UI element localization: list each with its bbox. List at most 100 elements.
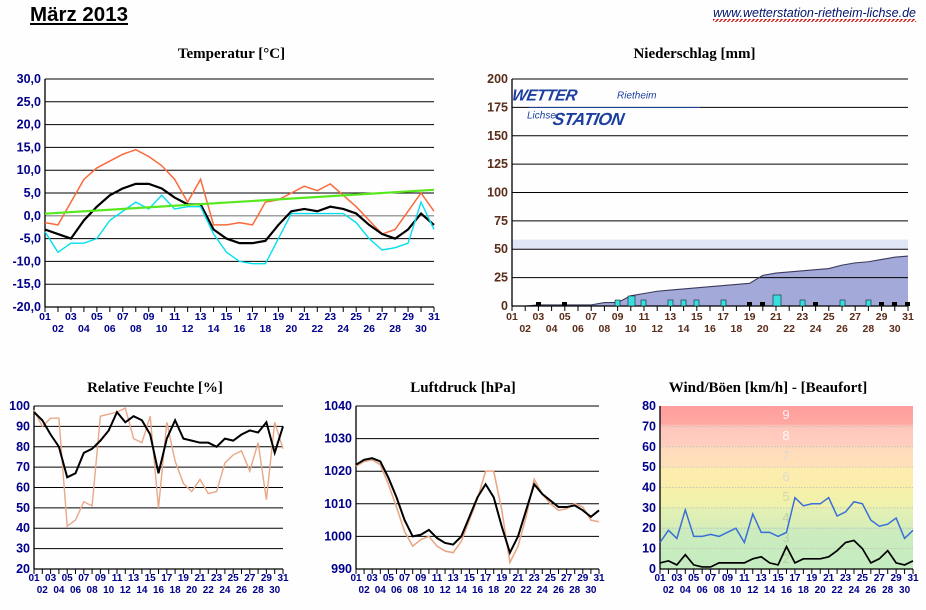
svg-text:8: 8 (782, 428, 789, 443)
svg-text:25: 25 (823, 311, 835, 323)
svg-text:100: 100 (9, 399, 30, 413)
svg-text:06: 06 (572, 323, 584, 335)
svg-text:20: 20 (286, 323, 298, 335)
svg-text:25: 25 (228, 573, 240, 584)
svg-text:01: 01 (28, 573, 40, 584)
svg-text:26: 26 (865, 585, 877, 596)
svg-text:22: 22 (521, 585, 533, 596)
svg-text:31: 31 (277, 573, 289, 584)
svg-text:27: 27 (561, 573, 573, 584)
svg-text:25: 25 (857, 573, 869, 584)
svg-text:19: 19 (496, 573, 508, 584)
svg-text:70: 70 (16, 460, 30, 474)
svg-text:18: 18 (170, 585, 182, 596)
svg-text:16: 16 (234, 323, 246, 335)
svg-text:12: 12 (747, 585, 759, 596)
svg-text:18: 18 (260, 323, 272, 335)
svg-text:12: 12 (651, 323, 663, 335)
svg-text:06: 06 (391, 585, 403, 596)
svg-text:17: 17 (789, 573, 801, 584)
svg-text:08: 08 (407, 585, 419, 596)
svg-text:16: 16 (781, 585, 793, 596)
svg-text:13: 13 (128, 573, 140, 584)
svg-text:06: 06 (697, 585, 709, 596)
svg-text:16: 16 (153, 585, 165, 596)
svg-text:20,0: 20,0 (17, 118, 41, 132)
svg-text:25: 25 (545, 573, 557, 584)
svg-text:11: 11 (169, 311, 180, 323)
svg-text:06: 06 (104, 323, 116, 335)
svg-text:24: 24 (337, 323, 349, 335)
svg-text:5,0: 5,0 (24, 186, 41, 200)
svg-text:28: 28 (389, 323, 401, 335)
svg-text:200: 200 (487, 72, 508, 86)
svg-text:14: 14 (456, 585, 468, 596)
svg-text:30: 30 (642, 501, 656, 515)
svg-text:30: 30 (16, 542, 30, 556)
svg-text:10,0: 10,0 (17, 163, 41, 177)
svg-text:31: 31 (428, 311, 440, 323)
svg-text:90: 90 (16, 419, 30, 433)
svg-text:75: 75 (494, 214, 508, 228)
svg-text:13: 13 (756, 573, 768, 584)
svg-text:23: 23 (797, 311, 809, 323)
svg-text:19: 19 (806, 573, 818, 584)
svg-text:28: 28 (882, 585, 894, 596)
svg-text:13: 13 (448, 573, 460, 584)
svg-text:25,0: 25,0 (17, 95, 41, 109)
svg-text:6: 6 (782, 469, 789, 484)
svg-text:24: 24 (848, 585, 860, 596)
svg-text:14: 14 (764, 585, 776, 596)
svg-text:08: 08 (599, 323, 611, 335)
svg-text:-5,0: -5,0 (19, 232, 41, 246)
svg-text:19: 19 (178, 573, 190, 584)
svg-text:28: 28 (253, 585, 265, 596)
svg-text:30: 30 (415, 323, 427, 335)
svg-text:03: 03 (367, 573, 379, 584)
svg-text:29: 29 (891, 573, 903, 584)
svg-text:29: 29 (577, 573, 589, 584)
svg-text:31: 31 (907, 573, 919, 584)
svg-text:07: 07 (399, 573, 411, 584)
svg-text:17: 17 (717, 311, 729, 323)
svg-text:10: 10 (156, 323, 168, 335)
svg-text:29: 29 (876, 311, 888, 323)
svg-text:17: 17 (480, 573, 492, 584)
svg-text:21: 21 (298, 311, 310, 323)
svg-text:04: 04 (78, 323, 90, 335)
svg-text:09: 09 (415, 573, 427, 584)
svg-text:23: 23 (324, 311, 336, 323)
svg-text:05: 05 (688, 573, 700, 584)
svg-text:-10,0: -10,0 (13, 254, 42, 268)
svg-text:24: 24 (810, 323, 822, 335)
svg-text:19: 19 (744, 311, 756, 323)
svg-text:40: 40 (642, 481, 656, 495)
svg-text:31: 31 (593, 573, 605, 584)
svg-text:28: 28 (863, 323, 875, 335)
svg-text:02: 02 (663, 585, 675, 596)
svg-text:03: 03 (671, 573, 683, 584)
svg-text:05: 05 (559, 311, 571, 323)
svg-text:18: 18 (488, 585, 500, 596)
svg-text:9: 9 (782, 407, 789, 422)
svg-text:1040: 1040 (324, 399, 352, 413)
svg-text:21: 21 (823, 573, 835, 584)
svg-text:26: 26 (836, 323, 848, 335)
svg-text:02: 02 (359, 585, 371, 596)
svg-text:60: 60 (16, 481, 30, 495)
svg-text:11: 11 (638, 311, 649, 323)
svg-text:16: 16 (704, 323, 716, 335)
svg-text:10: 10 (625, 323, 637, 335)
svg-text:04: 04 (680, 585, 692, 596)
svg-text:09: 09 (722, 573, 734, 584)
svg-text:30: 30 (889, 323, 901, 335)
svg-text:24: 24 (537, 585, 549, 596)
svg-text:05: 05 (91, 311, 103, 323)
svg-text:27: 27 (244, 573, 256, 584)
svg-text:10: 10 (642, 542, 656, 556)
svg-text:03: 03 (45, 573, 57, 584)
svg-text:70: 70 (642, 419, 656, 433)
svg-text:08: 08 (87, 585, 99, 596)
svg-text:27: 27 (849, 311, 861, 323)
svg-text:27: 27 (874, 573, 886, 584)
